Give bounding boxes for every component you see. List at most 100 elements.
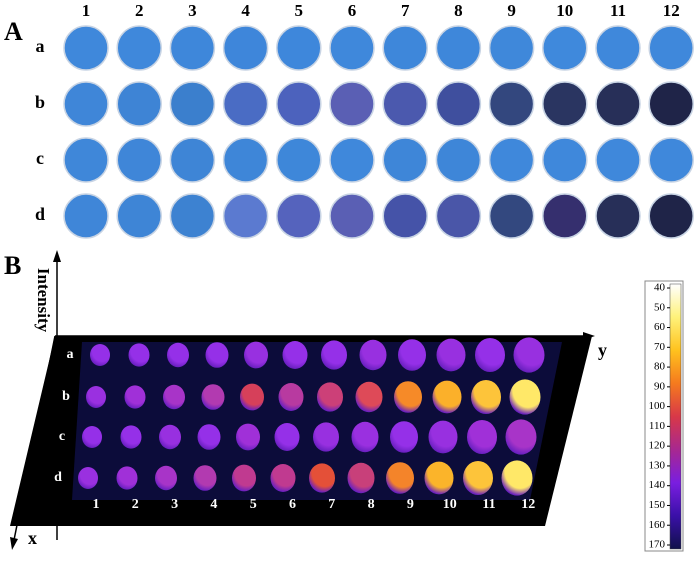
blob (359, 339, 387, 371)
arrowhead (583, 332, 595, 340)
colorbar (669, 283, 682, 550)
well (63, 81, 109, 127)
axis-label: x (28, 528, 37, 548)
column-label: 2 (132, 497, 139, 512)
row-label: c (59, 429, 65, 444)
blob (128, 343, 150, 367)
blob (232, 464, 256, 492)
well (169, 25, 216, 71)
blob (124, 385, 146, 409)
blob (317, 382, 343, 412)
colorbar-tick-label: 50 (654, 301, 666, 313)
well (648, 193, 694, 239)
colorbar-tick-label: 110 (649, 420, 666, 432)
well (382, 81, 428, 127)
column-label: 7 (401, 1, 410, 20)
well (595, 137, 641, 183)
blob (86, 386, 106, 408)
column-label: 8 (368, 497, 375, 512)
column-label: 10 (443, 497, 457, 512)
well (648, 81, 694, 127)
column-label: 9 (407, 497, 414, 512)
well (329, 81, 375, 127)
row-label: d (54, 470, 62, 485)
well (169, 193, 216, 239)
colorbar-tick-label: 150 (649, 499, 666, 511)
colorbar-tick-label: 90 (654, 380, 666, 392)
blob (163, 384, 185, 410)
column-label: 2 (135, 1, 144, 20)
column-label: 9 (507, 1, 516, 20)
blob (309, 463, 335, 493)
column-label: 1 (82, 1, 91, 20)
well (116, 193, 162, 239)
well (542, 25, 588, 71)
well (488, 25, 535, 71)
x-axis (13, 335, 56, 541)
well (116, 25, 162, 71)
well (276, 137, 322, 183)
blob (278, 383, 304, 411)
column-label: 6 (289, 497, 296, 512)
well (648, 25, 694, 71)
blob (167, 342, 189, 368)
well (329, 25, 375, 71)
well (63, 137, 109, 183)
blob (321, 340, 347, 370)
column-label: 12 (521, 497, 535, 512)
column-label: 11 (610, 1, 626, 20)
well (169, 137, 216, 183)
column-label: 11 (482, 497, 495, 512)
blob (501, 460, 533, 496)
column-label: 8 (454, 1, 463, 20)
colorbar-tick-label: 40 (654, 282, 666, 294)
well (435, 81, 482, 127)
column-label: 3 (171, 497, 178, 512)
blob (436, 338, 466, 372)
row-label: d (35, 204, 45, 224)
blob (270, 464, 296, 492)
well (63, 25, 109, 71)
column-label: 5 (250, 497, 257, 512)
blob (351, 421, 379, 453)
blob (428, 420, 458, 454)
blob (463, 461, 493, 495)
well (488, 81, 535, 127)
blob (313, 422, 339, 452)
well (116, 137, 162, 183)
blob (82, 426, 102, 448)
blob (386, 462, 414, 494)
colorbar-tick-label: 100 (649, 400, 666, 412)
arrowhead (10, 537, 18, 550)
well (435, 137, 482, 183)
blob (78, 467, 98, 489)
colorbar-tick-label: 160 (649, 519, 666, 531)
column-label: 7 (328, 497, 335, 512)
well (329, 193, 375, 239)
column-label: 3 (188, 1, 197, 20)
well (222, 81, 269, 127)
colorbar-tick-label: 120 (649, 440, 666, 452)
blob (398, 339, 426, 371)
well (63, 193, 109, 239)
blob (432, 380, 462, 414)
column-label: 5 (295, 1, 304, 20)
column-label: 12 (663, 1, 680, 20)
well (542, 81, 588, 127)
well (222, 193, 269, 239)
well (542, 193, 588, 239)
axis-label: y (598, 340, 607, 360)
well (542, 137, 588, 183)
colorbar-tick-label: 60 (654, 321, 666, 333)
arrowhead (53, 250, 61, 262)
axis-label: Intensity (34, 268, 53, 333)
blob (155, 465, 177, 491)
column-label: 10 (556, 1, 573, 20)
panel-label: B (4, 251, 21, 280)
colorbar-tick-label: 140 (649, 479, 666, 491)
column-label: 4 (241, 1, 250, 20)
blob (244, 341, 268, 369)
blob (505, 419, 537, 455)
